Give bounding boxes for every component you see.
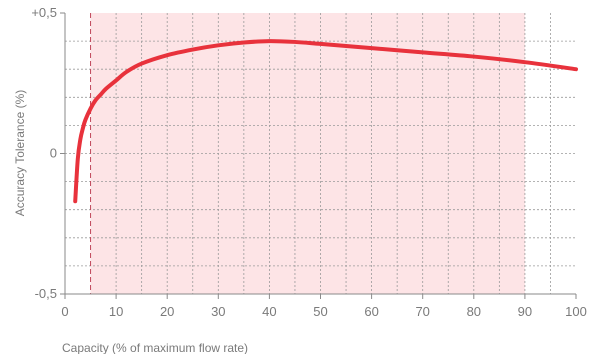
y-tick-label: +0,5 [31,5,57,20]
x-tick-label: 70 [415,304,429,319]
y-axis-title: Accuracy Tolerance (%) [13,90,27,217]
axis-layer [60,12,577,299]
y-tick-label: 0 [50,146,57,161]
x-tick-label: 50 [313,304,327,319]
x-tick-label: 60 [364,304,378,319]
x-tick-label: 10 [109,304,123,319]
grid-layer [65,13,576,294]
x-axis-title: Capacity (% of maximum flow rate) [62,341,248,354]
series-layer [73,39,578,204]
x-tick-label: 20 [160,304,174,319]
x-tick-label: 100 [565,304,587,319]
x-tick-label: 0 [61,304,68,319]
tick-label-layer: 0 10 20 30 40 50 60 70 80 90 100 -0,5 0 +0,5 [31,5,587,319]
y-tick-label: -0,5 [35,286,57,301]
x-tick-label: 40 [262,304,276,319]
accuracy-curve [73,39,578,204]
x-tick-label: 30 [211,304,225,319]
x-tick-label: 90 [518,304,532,319]
x-tick-label: 80 [467,304,481,319]
